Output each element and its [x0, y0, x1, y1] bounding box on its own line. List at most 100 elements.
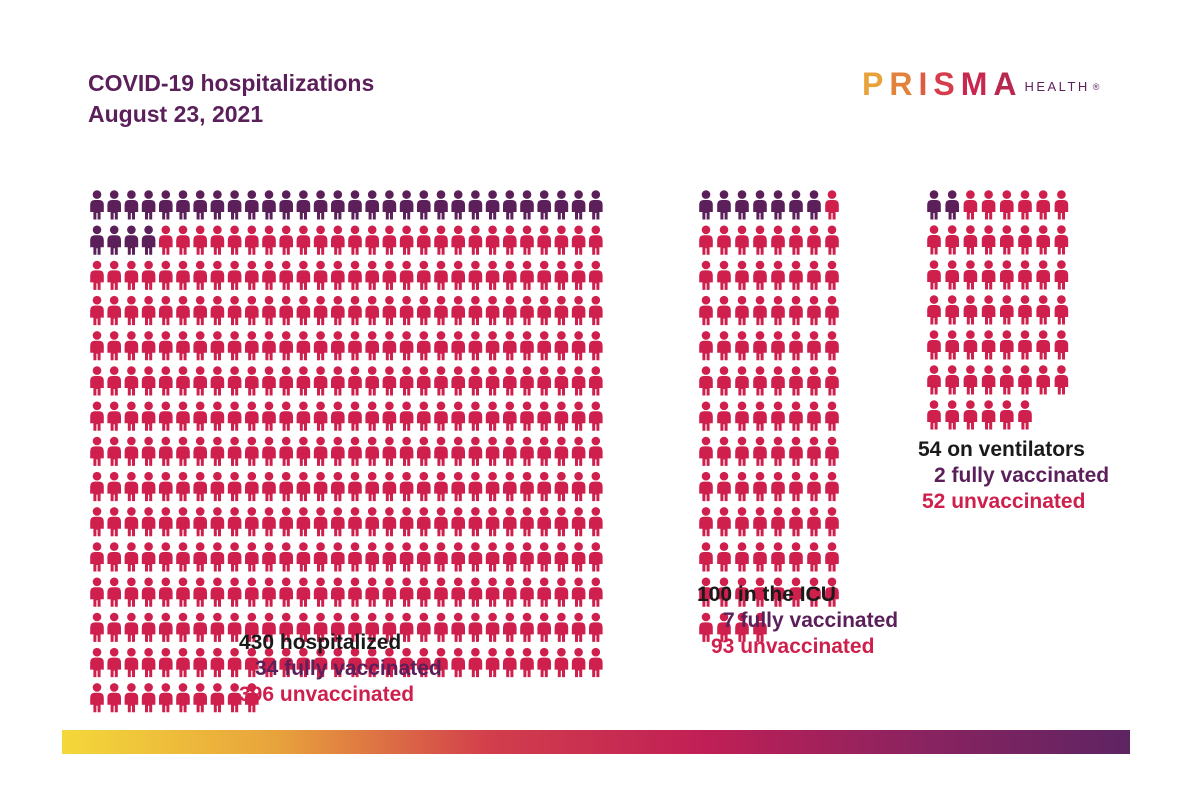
- person-icon-body: [520, 200, 534, 220]
- person-icon-body: [1000, 375, 1014, 395]
- person-unvaccinated: [554, 260, 569, 290]
- person-icon-body: [193, 481, 207, 502]
- person-icon-body: [451, 622, 465, 642]
- person-unvaccinated: [279, 471, 293, 502]
- person-unvaccinated: [313, 260, 328, 290]
- person-unvaccinated: [485, 366, 500, 396]
- person-icon-body: [365, 305, 379, 326]
- person-unvaccinated: [279, 577, 293, 607]
- person-unvaccinated: [193, 507, 207, 537]
- person-unvaccinated: [331, 507, 345, 537]
- person-icon-body: [451, 340, 465, 361]
- person-icon-body: [331, 305, 345, 326]
- person-icon-head: [453, 225, 463, 235]
- person-icon-head: [539, 190, 549, 199]
- person-icon-head: [1038, 330, 1048, 339]
- person-icon-body: [699, 481, 713, 502]
- person-unvaccinated: [1018, 330, 1032, 360]
- person-unvaccinated: [1018, 295, 1032, 325]
- person-icon-head: [505, 295, 515, 305]
- person-unvaccinated: [176, 507, 190, 537]
- person-vaccinated: [945, 190, 959, 220]
- person-unvaccinated: [468, 260, 483, 290]
- person-unvaccinated: [296, 647, 311, 678]
- person-unvaccinated: [451, 331, 465, 361]
- person-icon-head: [144, 542, 153, 551]
- person-unvaccinated: [503, 542, 517, 572]
- person-icon-head: [350, 225, 360, 235]
- person-unvaccinated: [537, 436, 551, 466]
- person-unvaccinated: [825, 436, 839, 466]
- person-icon-body: [296, 235, 311, 255]
- person-icon-head: [755, 366, 765, 375]
- person-icon-body: [365, 622, 379, 642]
- person-icon-body: [945, 340, 959, 360]
- person-unvaccinated: [262, 260, 276, 290]
- person-unvaccinated: [451, 260, 465, 290]
- person-icon-body: [589, 235, 603, 255]
- person-icon-body: [159, 200, 173, 220]
- person-icon-body: [210, 270, 225, 290]
- person-icon-body: [699, 305, 713, 326]
- person-icon-head: [791, 542, 801, 551]
- person-unvaccinated: [717, 331, 731, 361]
- person-icon-body: [227, 516, 242, 537]
- person-icon-body: [753, 622, 767, 642]
- person-unvaccinated: [313, 577, 328, 607]
- person-unvaccinated: [825, 577, 839, 607]
- person-icon-body: [313, 446, 328, 466]
- person-unvaccinated: [382, 647, 397, 678]
- person-unvaccinated: [159, 612, 173, 642]
- person-icon-head: [557, 577, 566, 587]
- person-icon-head: [471, 542, 480, 551]
- person-unvaccinated: [382, 542, 397, 572]
- person-unvaccinated: [520, 612, 534, 642]
- person-unvaccinated: [348, 295, 362, 326]
- person-icon-body: [520, 481, 534, 502]
- person-icon-head: [350, 331, 360, 340]
- person-icon-body: [331, 235, 345, 255]
- person-unvaccinated: [807, 260, 821, 290]
- person-unvaccinated: [365, 471, 379, 502]
- person-icon-body: [735, 411, 749, 431]
- person-unvaccinated: [176, 366, 190, 396]
- person-icon-head: [436, 190, 446, 199]
- person-icon-body: [554, 446, 569, 466]
- person-vaccinated: [227, 190, 242, 220]
- person-icon-body: [1000, 270, 1014, 290]
- person-icon-head: [773, 577, 783, 587]
- person-icon-head: [316, 295, 325, 305]
- person-unvaccinated: [193, 260, 207, 290]
- person-icon-head: [230, 507, 239, 516]
- person-unvaccinated: [735, 401, 749, 431]
- person-icon-body: [262, 305, 276, 326]
- person-unvaccinated: [193, 542, 207, 572]
- person-icon-head: [281, 331, 291, 340]
- person-icon-body: [90, 446, 104, 466]
- hospitalized-vaccinated: 34 fully vaccinated: [255, 657, 442, 680]
- person-icon-body: [176, 200, 190, 220]
- person-icon-head: [1038, 225, 1048, 234]
- person-icon-head: [522, 612, 532, 622]
- person-icon-head: [281, 507, 291, 516]
- person-unvaccinated: [963, 260, 978, 290]
- person-icon-head: [737, 225, 747, 235]
- person-unvaccinated: [365, 331, 379, 361]
- person-icon-head: [161, 577, 171, 587]
- person-icon-head: [178, 225, 188, 235]
- logo-letter: S: [933, 66, 961, 102]
- person-unvaccinated: [520, 577, 534, 607]
- person-icon-head: [557, 647, 566, 657]
- person-icon-body: [485, 235, 500, 255]
- person-unvaccinated: [313, 295, 328, 326]
- person-icon-body: [825, 305, 839, 326]
- person-unvaccinated: [365, 612, 379, 642]
- person-icon-body: [434, 270, 448, 290]
- person-icon-body: [451, 516, 465, 537]
- person-icon-head: [247, 436, 257, 446]
- person-unvaccinated: [771, 331, 785, 361]
- person-unvaccinated: [141, 683, 156, 713]
- person-icon-head: [402, 542, 411, 551]
- person-icon-body: [262, 411, 276, 431]
- person-icon-head: [809, 436, 819, 446]
